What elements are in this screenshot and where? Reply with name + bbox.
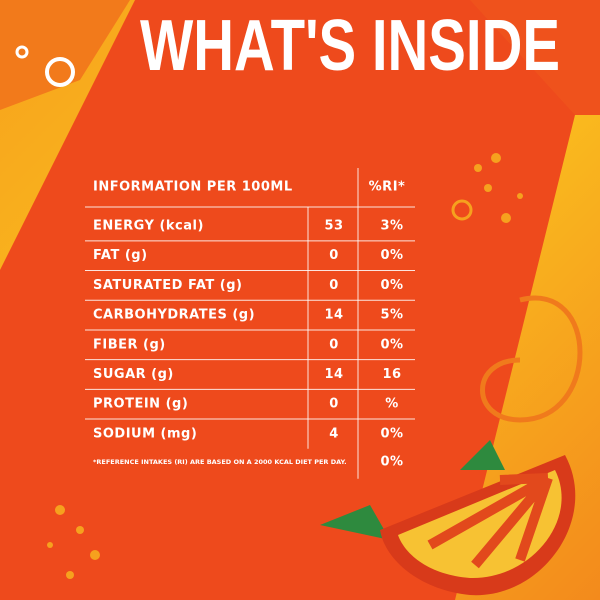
nutrient-ri: 0% [380, 278, 403, 293]
orange-segments [427, 473, 553, 569]
nutrient-name: CARBOHYDRATES (g) [93, 308, 255, 323]
nutrient-ri: 16 [382, 367, 401, 382]
nutrient-amount: 0 [329, 248, 339, 263]
nutrient-amount: 0 [329, 278, 339, 293]
bubble [15, 45, 29, 59]
nutrient-name: SATURATED FAT (g) [93, 278, 243, 293]
nutrient-name: PROTEIN (g) [93, 397, 188, 412]
nutrient-name: ENERGY (kcal) [93, 219, 204, 234]
swirl-line [480, 295, 583, 423]
nutrient-amount: 53 [324, 219, 343, 234]
leaf [460, 440, 505, 470]
swirl [0, 0, 130, 110]
nutrient-amount: 4 [329, 426, 339, 441]
column-header: INFORMATION PER 100ML [93, 180, 293, 195]
nutrient-name: FAT (g) [93, 248, 148, 263]
dots [47, 153, 523, 579]
nutrient-ri: 3% [380, 219, 403, 234]
panel-shade [470, 0, 600, 115]
nutrient-amount: 0 [329, 397, 339, 412]
nutrient-name: FIBER (g) [93, 337, 166, 352]
nutrient-ri: 5% [380, 308, 403, 323]
nutrient-amount: 14 [324, 367, 343, 382]
nutrient-name: SODIUM (mg) [93, 426, 197, 441]
bubble [45, 57, 75, 87]
nutrient-ri: 0% [380, 248, 403, 263]
title: WHAT'S INSIDE [140, 6, 560, 86]
nutrition-table: INFORMATION PER 100ML %RI* ENERGY (kcal) 53… [85, 168, 415, 479]
leaf [320, 505, 390, 540]
nutrient-ri: 0% [380, 337, 403, 352]
footnote: *REFERENCE INTAKES (RI) ARE BASED ON A 2… [93, 458, 347, 466]
nutrient-name: SUGAR (g) [93, 367, 174, 382]
nutrient-ri: 0% [380, 426, 403, 441]
column-header: %RI* [369, 180, 406, 195]
footnote-value: 0% [380, 455, 403, 470]
ring [451, 199, 473, 221]
nutrient-amount: 14 [324, 308, 343, 323]
nutrient-ri: % [385, 397, 399, 412]
nutrient-amount: 0 [329, 337, 339, 352]
